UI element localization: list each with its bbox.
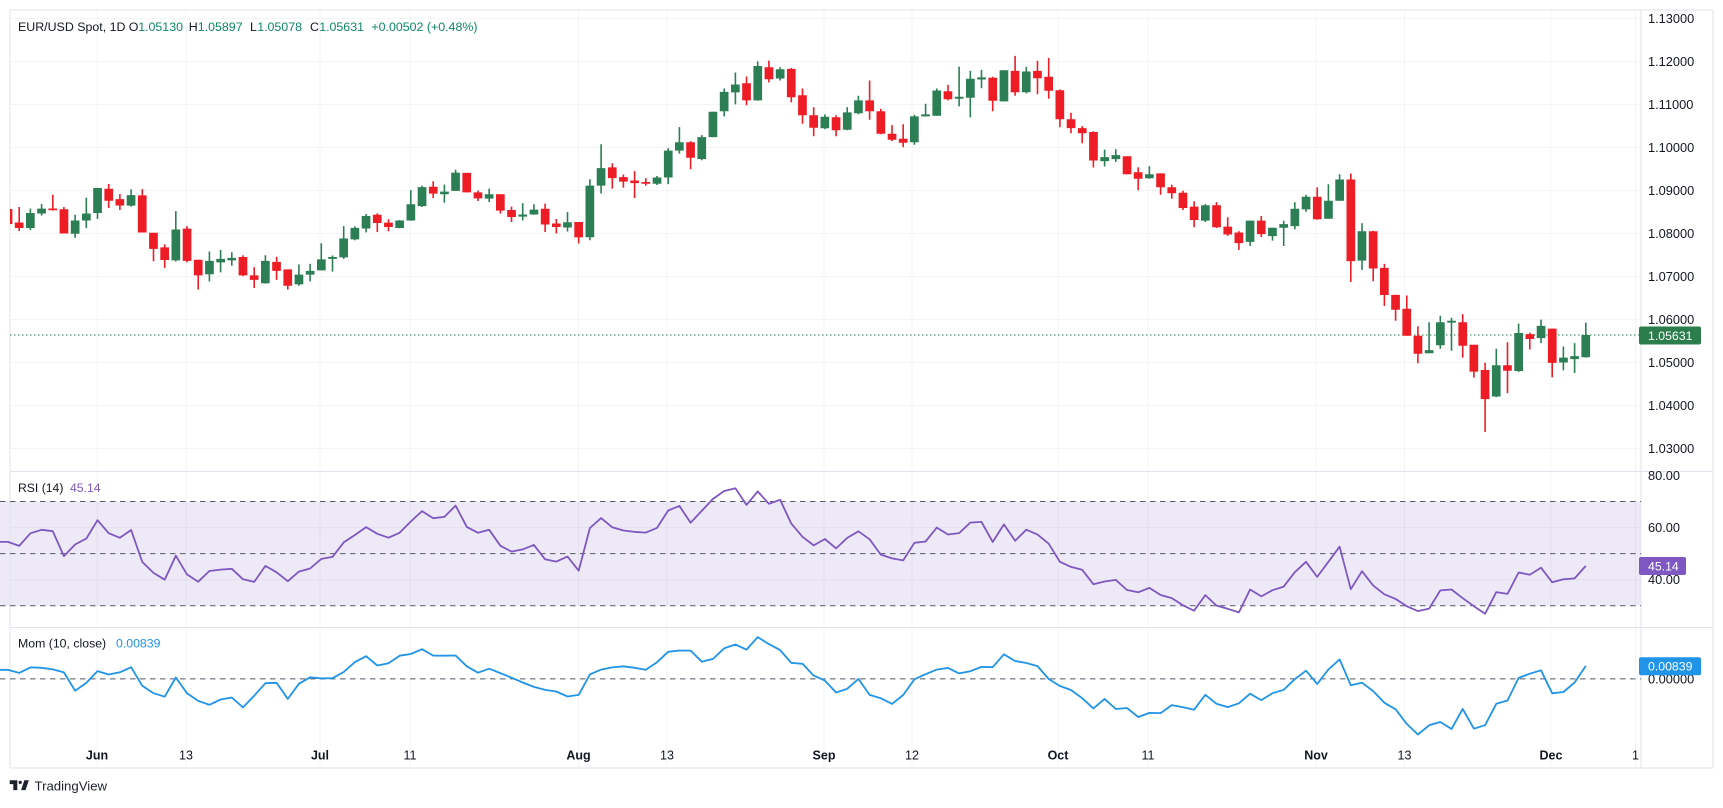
svg-text:1.13000: 1.13000 (1648, 11, 1694, 26)
svg-text:60.00: 60.00 (1648, 520, 1680, 535)
svg-text:Mom (10, close): Mom (10, close) (18, 637, 106, 651)
svg-text:1.09000: 1.09000 (1648, 183, 1694, 198)
svg-text:0.00839: 0.00839 (116, 637, 161, 651)
svg-text:1.10000: 1.10000 (1648, 140, 1694, 155)
svg-text:1.04000: 1.04000 (1648, 398, 1694, 413)
svg-text:45.14: 45.14 (1648, 559, 1679, 573)
svg-text:Aug: Aug (566, 749, 590, 763)
svg-text:Jul: Jul (311, 749, 329, 763)
svg-text:1: 1 (1632, 749, 1639, 763)
svg-text:1.12000: 1.12000 (1648, 54, 1694, 69)
svg-text:EUR/USD Spot, 1D: EUR/USD Spot, 1D (18, 20, 125, 34)
svg-text:Nov: Nov (1304, 749, 1328, 763)
svg-text:13: 13 (1398, 749, 1412, 763)
svg-text:13: 13 (179, 749, 193, 763)
svg-text:11: 11 (1142, 749, 1155, 763)
svg-text:Sep: Sep (813, 749, 836, 763)
svg-text:0.00839: 0.00839 (1648, 660, 1693, 674)
svg-text:1.05000: 1.05000 (1648, 355, 1694, 370)
svg-text:1.06000: 1.06000 (1648, 312, 1694, 327)
svg-text:1.07000: 1.07000 (1648, 269, 1694, 284)
svg-text:40.00: 40.00 (1648, 572, 1680, 587)
svg-text:1.05631: 1.05631 (1648, 329, 1693, 343)
svg-text:TradingView: TradingView (35, 778, 108, 793)
svg-text:Dec: Dec (1540, 749, 1563, 763)
svg-text:12: 12 (905, 749, 919, 763)
svg-text:RSI (14): RSI (14) (18, 481, 63, 495)
svg-text:1.08000: 1.08000 (1648, 226, 1694, 241)
svg-text:Oct: Oct (1048, 749, 1070, 763)
svg-text:Jun: Jun (86, 749, 108, 763)
svg-text:13: 13 (660, 749, 674, 763)
svg-text:11: 11 (404, 749, 417, 763)
svg-text:1.11000: 1.11000 (1648, 97, 1693, 112)
svg-text:80.00: 80.00 (1648, 468, 1680, 483)
svg-text:45.14: 45.14 (70, 481, 101, 495)
svg-text:1.03000: 1.03000 (1648, 441, 1694, 456)
